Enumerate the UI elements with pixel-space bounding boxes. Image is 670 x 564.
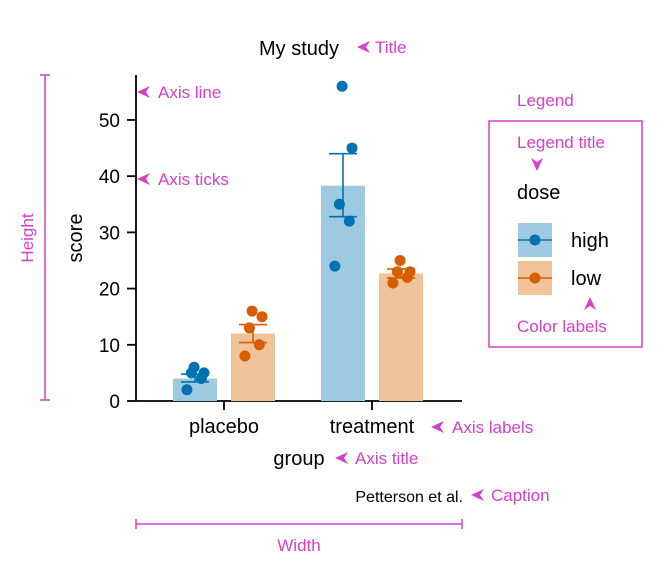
data-point [329, 260, 341, 272]
legend-title: dose [517, 182, 560, 204]
annotation-title: Title [375, 38, 407, 57]
data-point [391, 266, 403, 278]
legend-swatch-point [529, 234, 541, 246]
data-point [404, 266, 416, 278]
chart-title: My study [259, 38, 339, 60]
points-group [181, 80, 416, 396]
legend-label: low [571, 268, 602, 290]
annotation-legend-title: Legend title [517, 133, 605, 152]
data-point [333, 198, 345, 210]
annotation-axis-ticks: Axis ticks [158, 170, 229, 189]
data-point [246, 305, 258, 317]
annotation-axis-line: Axis line [158, 83, 221, 102]
data-point [198, 367, 210, 379]
y-tick-label: 50 [99, 111, 120, 132]
legend-title-arrow-icon [531, 158, 543, 171]
y-axis-title: score [65, 214, 87, 263]
bar [379, 273, 423, 401]
annotation-height: Height [18, 213, 37, 262]
annotation-width: Width [277, 536, 320, 555]
axis-ticks-arrow-icon [137, 173, 150, 185]
data-point [239, 350, 251, 362]
x-ticks-group: placebo treatment [189, 401, 415, 438]
axis-line-arrow-icon [137, 86, 150, 98]
chart-caption: Petterson et al. [355, 489, 463, 506]
axis-labels-arrow-icon [431, 421, 444, 433]
bar [321, 185, 365, 401]
data-point [336, 80, 348, 92]
y-tick-label: 30 [99, 223, 120, 244]
annotation-legend: Legend [517, 91, 574, 110]
y-tick-label: 20 [99, 280, 120, 301]
annotation-axis-title: Axis title [355, 449, 418, 468]
data-point [343, 215, 355, 227]
data-point [188, 361, 200, 373]
data-point [243, 322, 255, 334]
annotation-caption: Caption [491, 486, 550, 505]
y-tick-label: 40 [99, 167, 120, 188]
x-tick-label: placebo [189, 416, 259, 438]
x-tick-label: treatment [330, 416, 415, 438]
data-point [256, 311, 268, 323]
title-arrow-icon [357, 41, 370, 53]
legend-swatch-point [529, 272, 541, 284]
y-tick-label: 0 [109, 392, 120, 413]
data-point [394, 254, 406, 266]
data-point [181, 384, 193, 396]
x-axis-title: group [273, 448, 324, 470]
color-labels-arrow-icon [584, 297, 596, 310]
y-ticks-group: 0 10 20 30 40 50 [99, 111, 136, 413]
bars-group [173, 185, 423, 401]
axis-title-arrow-icon [335, 452, 348, 464]
bar [173, 378, 217, 401]
legend-box [488, 120, 643, 348]
data-point [346, 142, 358, 154]
data-point [387, 277, 399, 289]
caption-arrow-icon [471, 489, 484, 501]
bar [231, 333, 275, 401]
data-point [253, 339, 265, 351]
y-tick-label: 10 [99, 336, 120, 357]
annotation-color-labels: Color labels [517, 317, 607, 336]
annotation-axis-labels: Axis labels [452, 418, 533, 437]
legend-label: high [571, 230, 609, 252]
legend-items-group: high low [518, 223, 609, 295]
annotations-group: Title Axis line Axis ticks Height Legend… [18, 38, 607, 555]
